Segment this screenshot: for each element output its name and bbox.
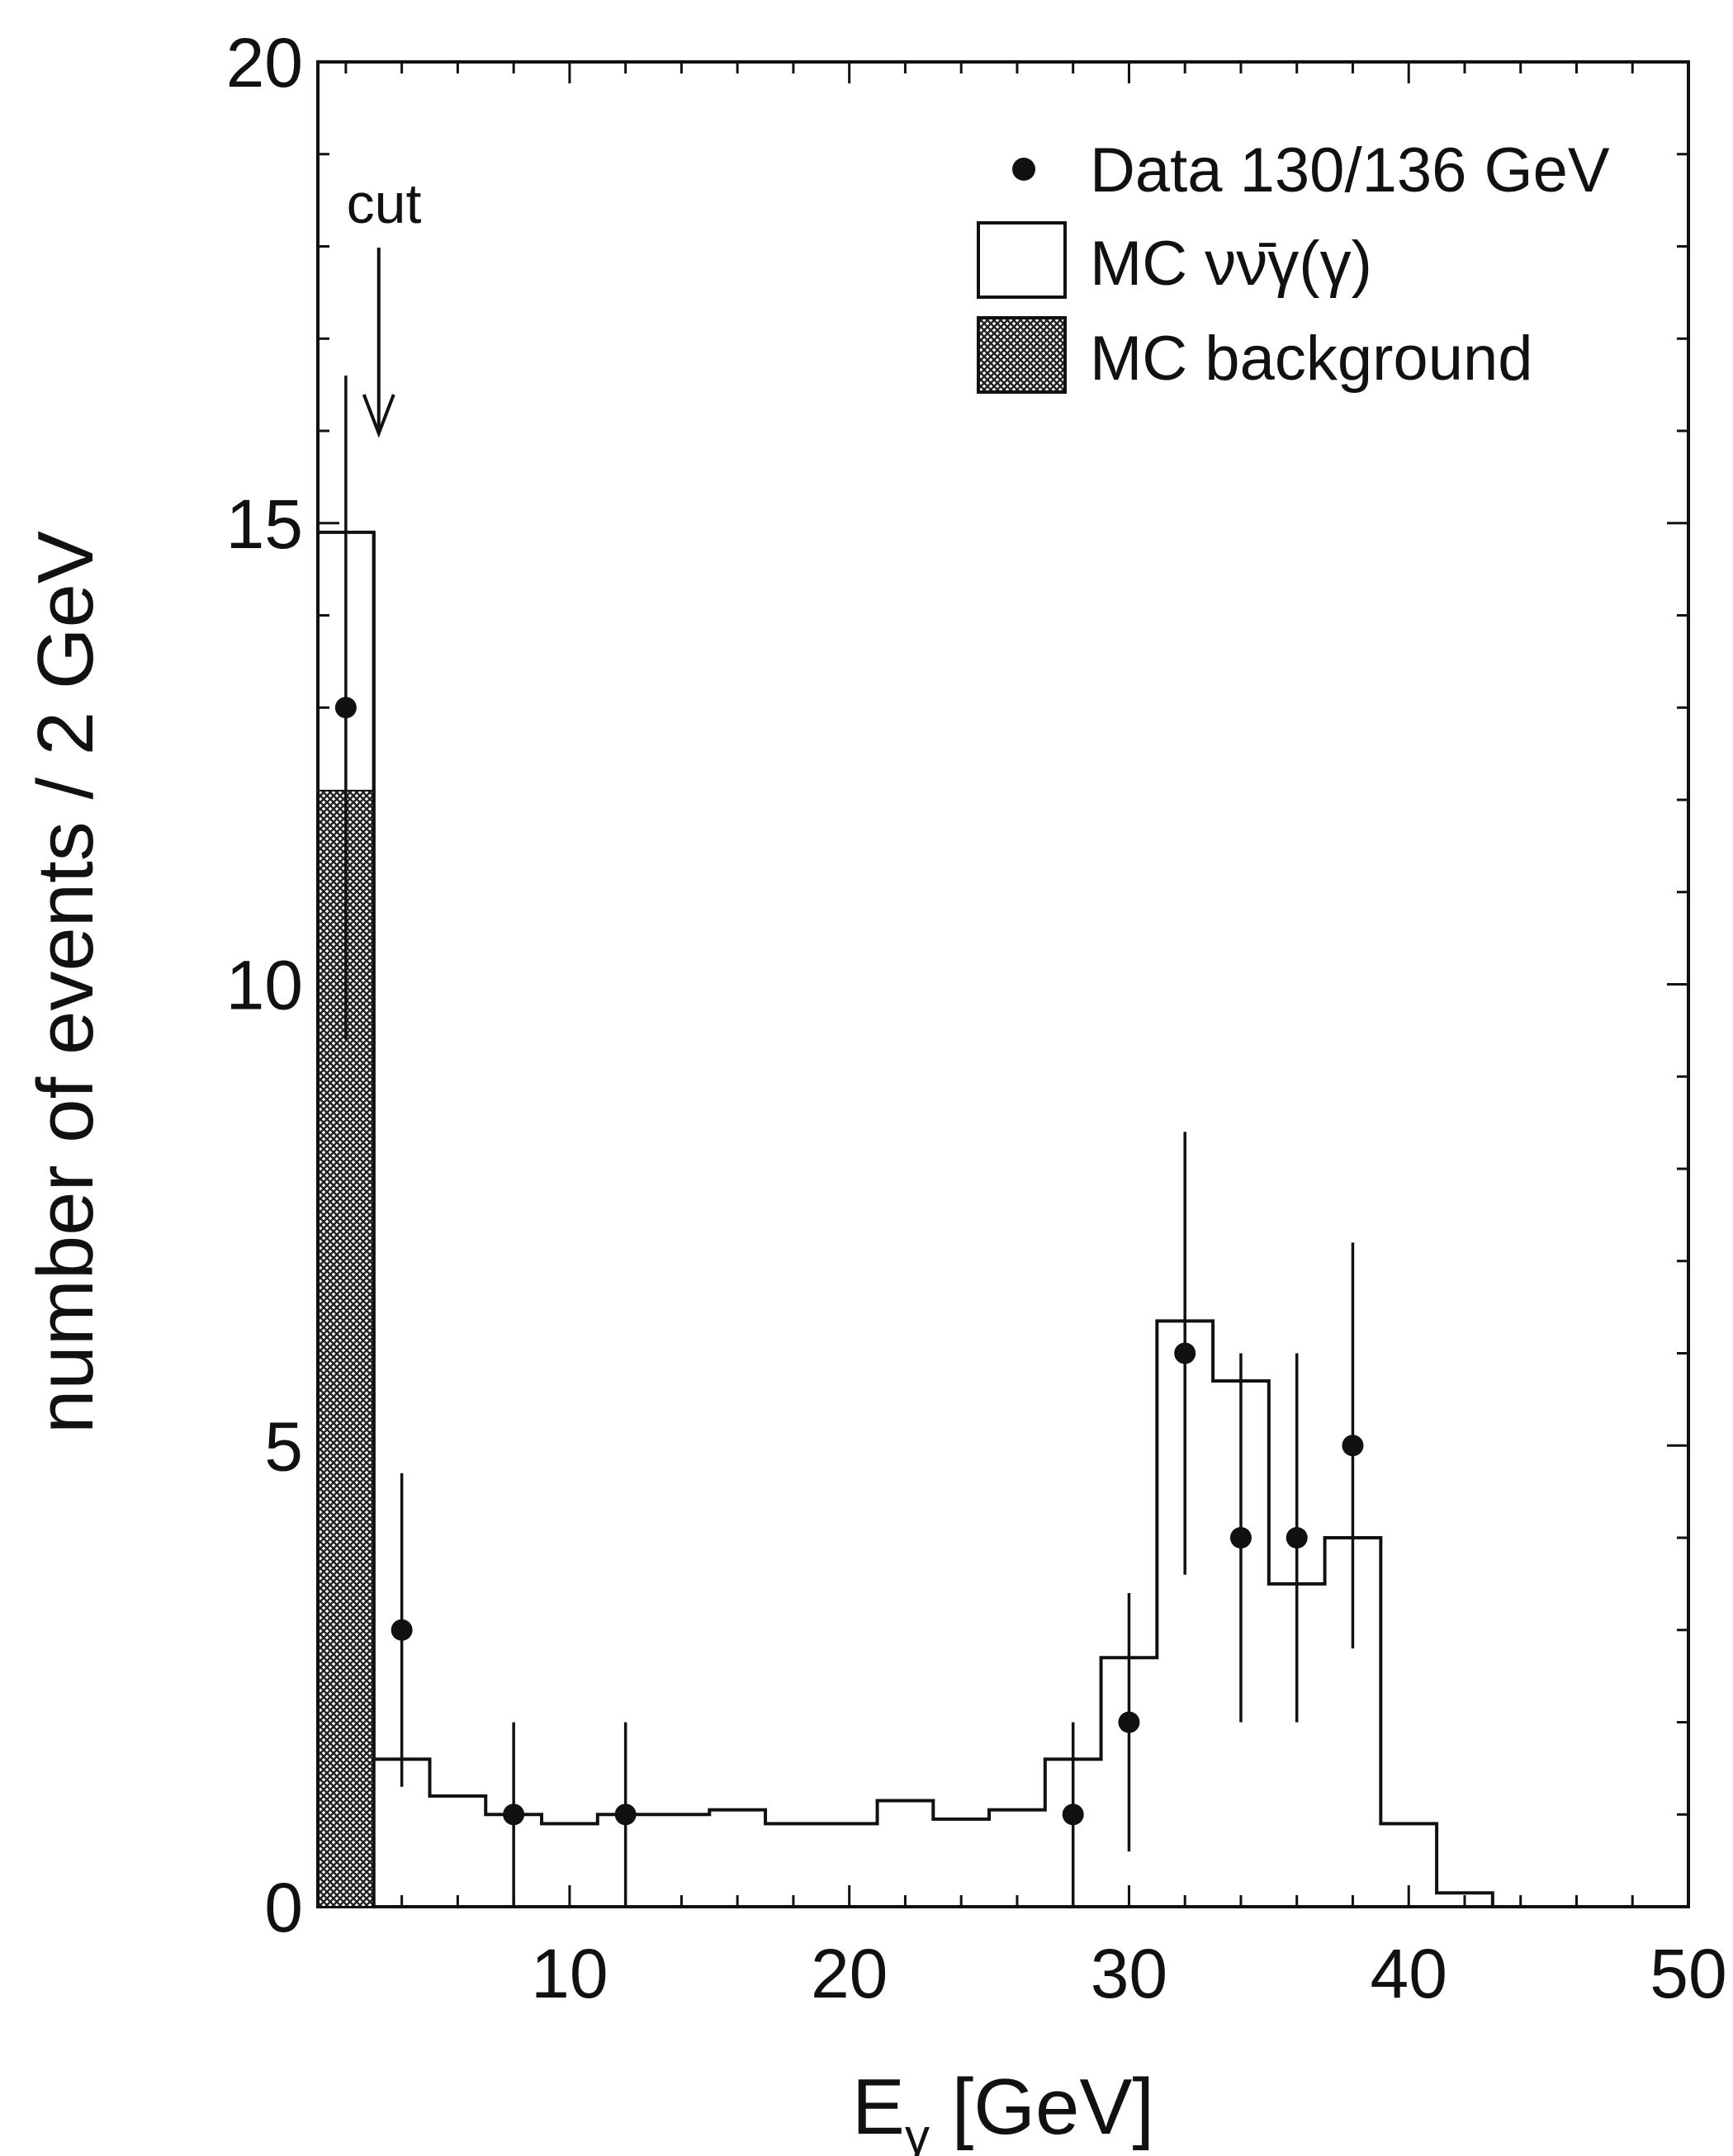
legend: Data 130/136 GeV MC νν̄γ(γ) MC backgroun… [977, 135, 1610, 394]
y-axis-label: number of events / 2 GeV [21, 531, 110, 1434]
data-point [503, 1804, 525, 1826]
x-tick-label: 40 [1371, 1935, 1447, 2012]
legend-mc-signal-label: MC νν̄γ(γ) [1090, 229, 1372, 299]
legend-mc-background-label: MC background [1090, 324, 1533, 394]
data-point [1229, 1527, 1252, 1548]
y-tick-label: 10 [226, 947, 303, 1024]
y-tick-label: 20 [226, 24, 303, 102]
legend-data-marker [1012, 158, 1035, 181]
x-axis-label-unit: [GeV] [952, 2063, 1154, 2151]
data-point [1174, 1342, 1196, 1364]
cut-arrow-icon [362, 248, 395, 438]
x-tick-label: 30 [1091, 1935, 1167, 2012]
x-axis-label-subscript: γ [905, 2109, 930, 2156]
data-point [1286, 1527, 1308, 1548]
data-point [391, 1619, 413, 1641]
legend-mc-signal-swatch [977, 221, 1067, 299]
legend-data-label: Data 130/136 GeV [1090, 135, 1610, 206]
legend-mc-background-swatch [977, 316, 1067, 394]
data-point [614, 1804, 637, 1826]
data-point [1118, 1711, 1140, 1733]
data-point [1342, 1435, 1364, 1457]
x-axis-label: Eγ [GeV] [852, 2063, 1154, 2156]
y-tick-label: 15 [226, 485, 303, 563]
x-tick-label: 20 [811, 1935, 888, 2012]
x-tick-label: 50 [1650, 1935, 1726, 2012]
axis-ticks: 10 20 30 40 50 0 5 10 15 20 [226, 24, 1727, 2012]
y-tick-label: 0 [264, 1869, 303, 1946]
x-axis-label-space [930, 2063, 952, 2151]
x-axis-label-main: E [852, 2063, 905, 2151]
mc-signal-histogram [316, 530, 1494, 1907]
data-points-layer [334, 375, 1364, 1907]
data-point [334, 697, 357, 719]
y-tick-label: 5 [264, 1407, 303, 1485]
cut-annotation-label: cut [347, 173, 422, 235]
cut-arrow-head [362, 394, 395, 438]
x-tick-label: 10 [531, 1935, 608, 2012]
data-point [1062, 1804, 1084, 1826]
histogram-layer [316, 530, 1494, 1908]
